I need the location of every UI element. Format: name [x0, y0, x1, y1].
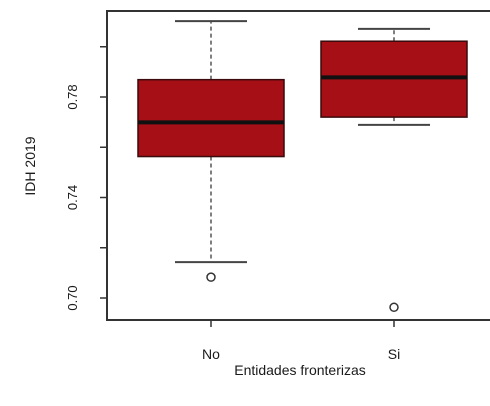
outlier-point: [389, 302, 399, 313]
box-no: [137, 20, 285, 282]
box-si: [320, 27, 468, 313]
x-axis-title: Entidades fronterizas: [234, 362, 366, 378]
y-axis: 0.70 0.74 0.78: [65, 46, 107, 311]
y-tick-label: 0.78: [65, 84, 80, 109]
plot-frame: [106, 10, 490, 321]
outlier-point: [206, 272, 216, 282]
boxes: [137, 20, 468, 313]
x-axis: No Si: [202, 320, 400, 362]
iqr-box: [137, 78, 285, 158]
y-tick-label: 0.70: [65, 285, 80, 310]
y-tick-label: 0.74: [65, 185, 80, 210]
x-tick-label: Si: [388, 346, 400, 362]
y-axis-title: IDH 2019: [22, 136, 38, 195]
x-tick-label: No: [202, 346, 220, 362]
